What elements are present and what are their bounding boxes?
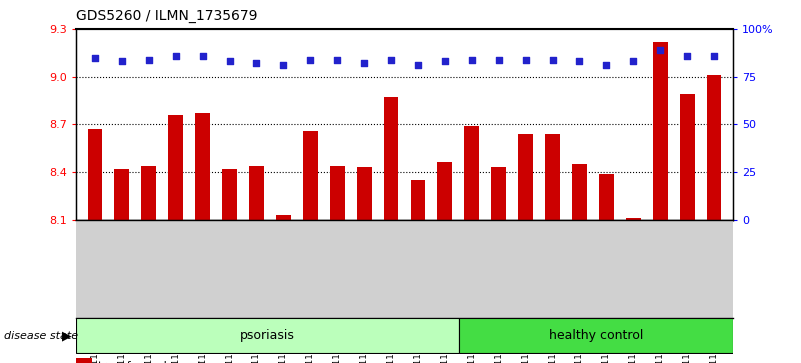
Point [438, 58, 451, 64]
Bar [465, 126, 479, 220]
Point [493, 57, 505, 62]
Text: transformed count: transformed count [98, 361, 202, 363]
Bar [706, 75, 722, 220]
Bar [653, 42, 668, 220]
Bar [491, 167, 506, 220]
Bar [303, 131, 318, 220]
Point [627, 58, 640, 64]
Point [277, 62, 290, 68]
Bar [168, 115, 183, 220]
Point [358, 60, 371, 66]
Point [681, 53, 694, 58]
Bar [384, 97, 398, 220]
Bar [356, 167, 372, 220]
Bar [626, 218, 641, 220]
Point [250, 60, 263, 66]
Bar [411, 180, 425, 220]
Bar [545, 134, 560, 220]
Point [600, 62, 613, 68]
Point [89, 55, 102, 61]
Point [654, 47, 666, 53]
Bar [87, 129, 103, 220]
FancyBboxPatch shape [459, 318, 733, 353]
Point [196, 53, 209, 58]
Text: GDS5260 / ILMN_1735679: GDS5260 / ILMN_1735679 [76, 9, 258, 23]
Point [223, 58, 236, 64]
Text: psoriasis: psoriasis [240, 329, 295, 342]
Point [384, 57, 397, 62]
Point [546, 57, 559, 62]
Bar [572, 164, 587, 220]
Point [707, 53, 720, 58]
Point [412, 62, 425, 68]
Text: ▶: ▶ [62, 329, 71, 342]
Point [304, 57, 316, 62]
Bar [249, 166, 264, 220]
Point [573, 58, 586, 64]
Bar [195, 113, 210, 220]
Point [519, 57, 532, 62]
Text: healthy control: healthy control [549, 329, 643, 342]
Bar [599, 174, 614, 220]
Bar [518, 134, 533, 220]
Bar [330, 166, 344, 220]
Bar [76, 358, 92, 363]
Bar [276, 215, 291, 220]
Bar [115, 169, 129, 220]
Bar [141, 166, 156, 220]
Point [143, 57, 155, 62]
Point [331, 57, 344, 62]
Point [465, 57, 478, 62]
Text: disease state: disease state [4, 331, 78, 341]
Point [169, 53, 182, 58]
FancyBboxPatch shape [76, 318, 459, 353]
Bar [222, 169, 237, 220]
Point [115, 58, 128, 64]
Bar [437, 162, 453, 220]
Bar [680, 94, 694, 220]
